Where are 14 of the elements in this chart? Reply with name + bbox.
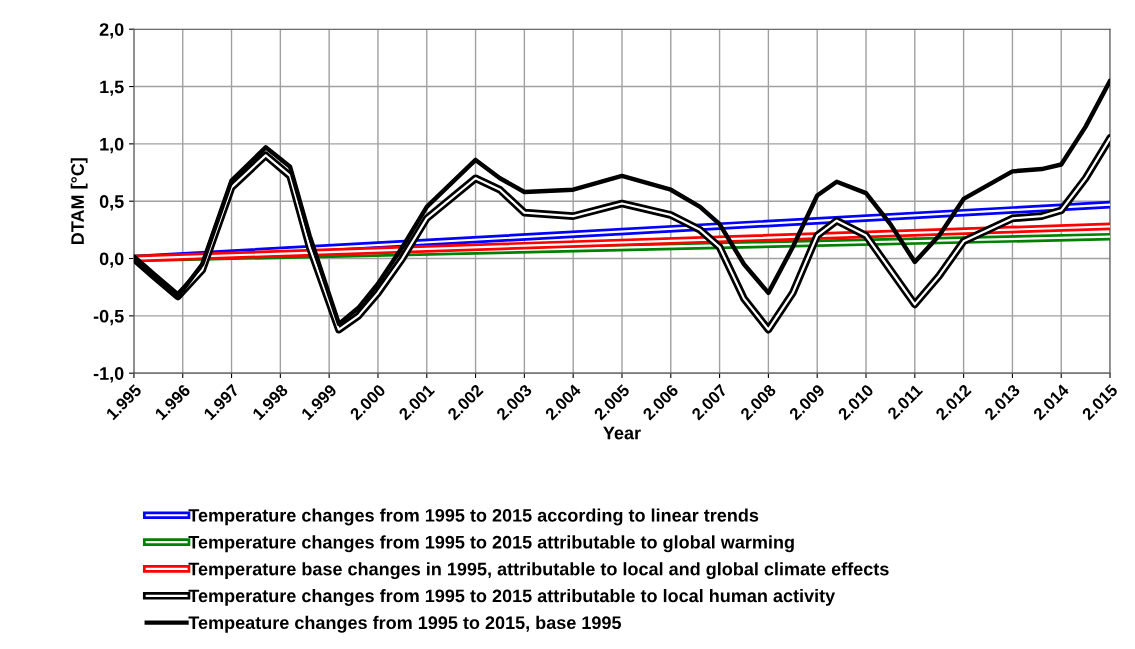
legend-label: Tempeature changes from 1995 to 2015, base 1995 xyxy=(188,615,622,633)
legend-label: Temperature changes from 1995 to 2015 attributable to local human activity xyxy=(188,589,836,606)
x-axis-title: Year xyxy=(603,426,641,440)
y-tick-label: 1,5 xyxy=(100,80,124,96)
legend-label: Temperature changes from 1995 to 2015 attributable to global warming xyxy=(188,535,794,553)
y-tick-label: -1,0 xyxy=(93,367,124,383)
y-tick-label: -0,5 xyxy=(93,309,124,326)
y-axis-title: DTAM [°C] xyxy=(70,158,88,245)
y-tick-label: 1,0 xyxy=(100,137,124,154)
y-tick-label: 2,0 xyxy=(99,23,124,39)
y-tick-label: 0,0 xyxy=(99,252,124,268)
legend-label: Temperature changes from 1995 to 2015 according to linear trends xyxy=(188,508,759,526)
legend-label: Temperature base changes in 1995, attributable to local and global climate effects xyxy=(188,562,889,580)
y-tick-label: 0,5 xyxy=(99,195,124,211)
